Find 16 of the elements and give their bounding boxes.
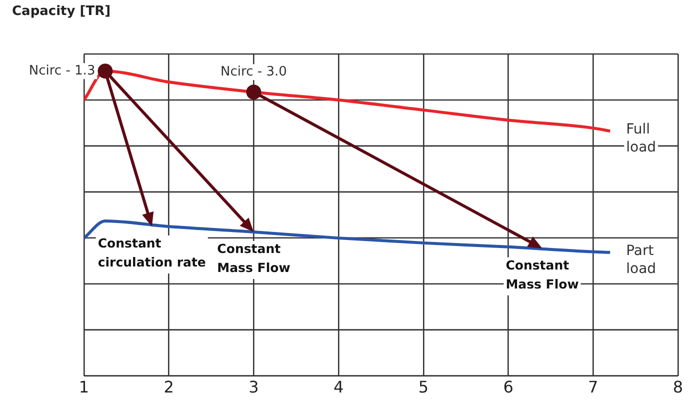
x-tick-label: 4 (333, 378, 344, 397)
annotation: Constant circulation rate (98, 236, 206, 270)
series-label: Part load (626, 243, 656, 278)
y-axis-title: Capacity [TR] (12, 4, 111, 19)
x-tick-label: 6 (503, 378, 514, 397)
x-tick-label: 5 (418, 378, 429, 397)
x-tick-label: 8 (672, 378, 684, 397)
x-tick-label: 7 (588, 378, 598, 397)
x-tick-label: 3 (248, 378, 259, 397)
annotation: Ncirc - 1.3 (28, 63, 96, 78)
x-tick-label: 2 (164, 378, 174, 397)
annotation: Constant Mass Flow (217, 241, 291, 276)
x-tick-label: 1 (78, 378, 90, 397)
series-label: Full load (626, 122, 656, 156)
annotation: Ncirc - 3.0 (220, 64, 287, 80)
annotation: Constant Mass Flow (506, 258, 580, 292)
